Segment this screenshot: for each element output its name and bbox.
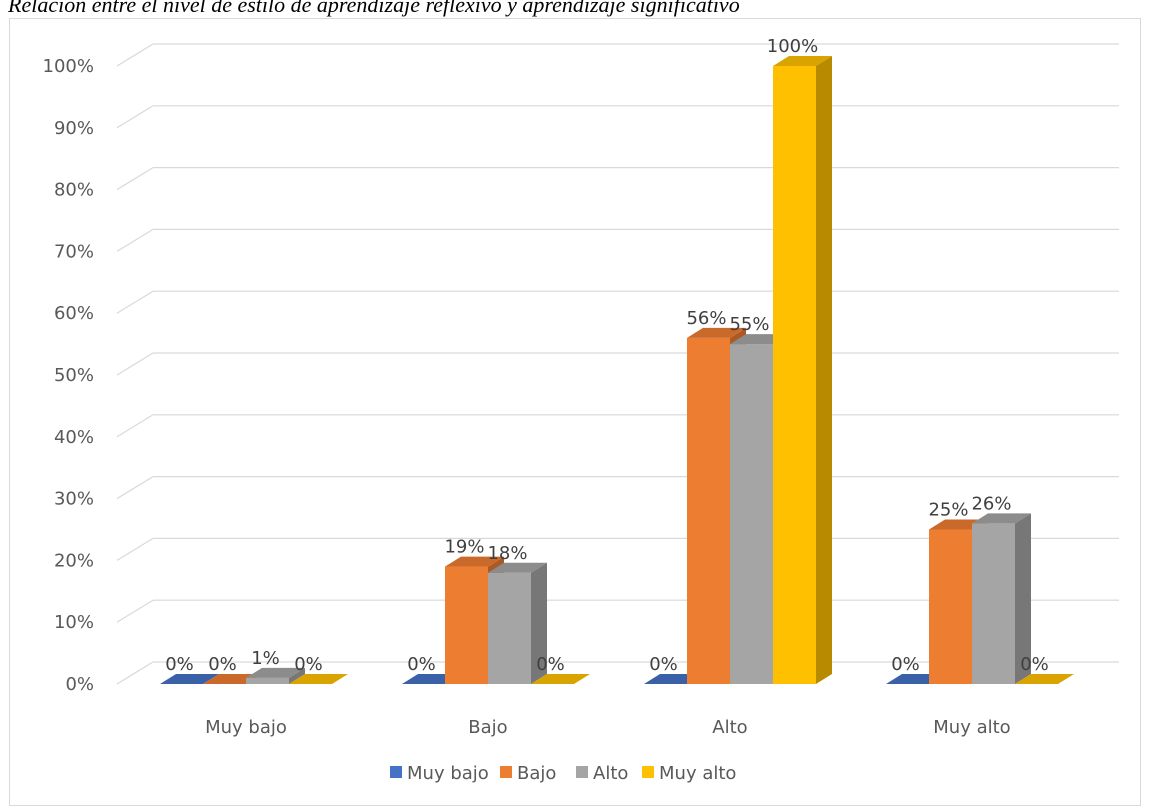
data-label: 56%	[686, 308, 726, 329]
legend-swatch	[390, 766, 402, 778]
data-label: 100%	[767, 36, 818, 57]
y-tick-label: 0%	[65, 674, 94, 695]
data-label: 19%	[444, 537, 484, 558]
data-label: 0%	[208, 654, 237, 675]
y-tick-label: 40%	[54, 427, 94, 448]
gridline-slant	[116, 105, 154, 129]
y-tick-label: 90%	[54, 118, 94, 139]
legend-label: Alto	[593, 763, 628, 784]
y-tick-label: 60%	[54, 303, 94, 324]
bar-front	[773, 66, 816, 684]
y-tick-label: 80%	[54, 180, 94, 201]
y-tick-label: 30%	[54, 489, 94, 510]
chart-frame	[9, 18, 1141, 806]
x-category-label: Muy alto	[933, 717, 1010, 738]
bar-side	[816, 56, 832, 684]
bar-top	[1015, 674, 1074, 684]
y-tick-label: 20%	[54, 550, 94, 571]
data-label: 0%	[536, 654, 565, 675]
data-label: 25%	[928, 500, 968, 521]
bar-top	[488, 562, 547, 573]
bar-top	[972, 513, 1031, 524]
bar-front	[929, 529, 972, 684]
data-label: 0%	[649, 654, 678, 675]
bar-top	[246, 667, 305, 678]
bar-front	[687, 337, 730, 684]
gridline-slant	[116, 290, 154, 314]
bar-front	[246, 677, 289, 684]
bar-front	[730, 344, 773, 684]
bar-side	[289, 667, 305, 684]
y-tick-label: 10%	[54, 612, 94, 633]
legend-label: Muy alto	[659, 763, 736, 784]
gridline-slant	[116, 352, 154, 376]
data-label: 18%	[487, 543, 527, 564]
bar-front	[488, 572, 531, 684]
bar-top	[160, 674, 219, 684]
data-label: 55%	[729, 314, 769, 335]
bar-top	[289, 674, 348, 684]
gridline-slant	[116, 661, 154, 685]
x-category-label: Bajo	[468, 717, 507, 738]
gridline-slant	[116, 167, 154, 191]
bar-top	[445, 556, 504, 567]
y-tick-label: 50%	[54, 365, 94, 386]
data-label: 0%	[891, 654, 920, 675]
bar-front	[972, 523, 1015, 684]
y-tick-label: 70%	[54, 241, 94, 262]
bar-side	[1015, 513, 1031, 684]
data-label: 0%	[1020, 654, 1049, 675]
gridline-slant	[116, 43, 154, 67]
data-label: 0%	[407, 654, 436, 675]
gridline-slant	[116, 476, 154, 500]
data-label: 26%	[971, 493, 1011, 514]
legend-swatch	[500, 766, 512, 778]
data-label: 1%	[251, 648, 280, 669]
bar-top	[531, 674, 590, 684]
gridline-slant	[116, 228, 154, 252]
data-label: 0%	[294, 654, 323, 675]
y-tick-label: 100%	[43, 56, 94, 77]
bar-top	[773, 56, 832, 66]
gridline-slant	[116, 537, 154, 561]
bar-front	[445, 566, 488, 684]
data-label: 0%	[165, 654, 194, 675]
x-category-label: Alto	[712, 717, 747, 738]
bar-top	[687, 327, 746, 338]
bar-side	[531, 562, 547, 684]
gridline-slant	[116, 599, 154, 623]
legend-label: Muy bajo	[407, 763, 489, 784]
x-category-label: Muy bajo	[205, 717, 287, 738]
gridline-slant	[116, 414, 154, 438]
legend-label: Bajo	[517, 763, 556, 784]
legend-swatch	[642, 766, 654, 778]
legend-swatch	[576, 766, 588, 778]
figure-caption: Relación entre el nivel de estilo de apr…	[8, 0, 740, 17]
